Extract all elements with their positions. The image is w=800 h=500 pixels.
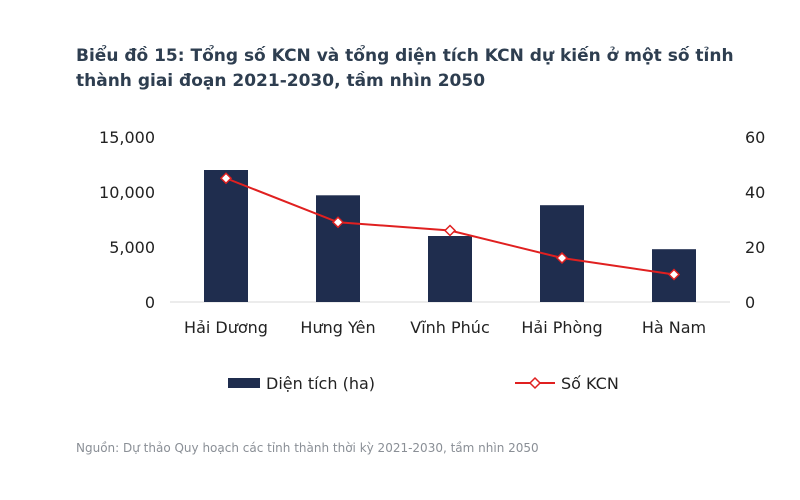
x-tick-label: Hải Dương [184,318,268,337]
right-tick-label: 0 [745,293,755,312]
bar [428,236,472,302]
bar [204,170,248,302]
line-point [555,251,569,265]
bar [316,195,360,302]
line-point [667,268,681,281]
legend-bar-label: Diện tích (ha) [266,374,375,393]
legend: Diện tích (ha) Số KCN [228,374,619,393]
x-tick-label: Hà Nam [642,318,706,337]
source-note: Nguồn: Dự thảo Quy hoạch các tỉnh thành … [76,441,539,455]
left-tick-label: 15,000 [99,128,155,147]
left-tick-label: 5,000 [109,238,155,257]
legend-diamond-marker [528,376,542,390]
legend-bar-swatch [228,378,260,388]
right-y-axis: 0 20 40 60 [745,128,765,312]
x-tick-label: Hưng Yên [300,318,375,337]
legend-line-label: Số KCN [561,374,619,393]
x-tick-label: Hải Phòng [521,318,602,337]
left-tick-label: 10,000 [99,183,155,202]
chart-title: Biểu đồ 15: Tổng số KCN và tổng diện tíc… [76,46,734,91]
line-point [219,172,233,185]
line-point [443,224,457,237]
left-y-axis: 0 5,000 10,000 15,000 [99,128,155,312]
left-tick-label: 0 [145,293,155,312]
right-tick-label: 20 [745,238,765,257]
line-point [331,216,345,229]
right-tick-label: 40 [745,183,765,202]
x-axis-labels: Hải Dương Hưng Yên Vĩnh Phúc Hải Phòng Hà Na… [184,318,706,337]
line-series [219,172,681,281]
x-tick-label: Vĩnh Phúc [410,318,489,337]
right-tick-label: 60 [745,128,765,147]
